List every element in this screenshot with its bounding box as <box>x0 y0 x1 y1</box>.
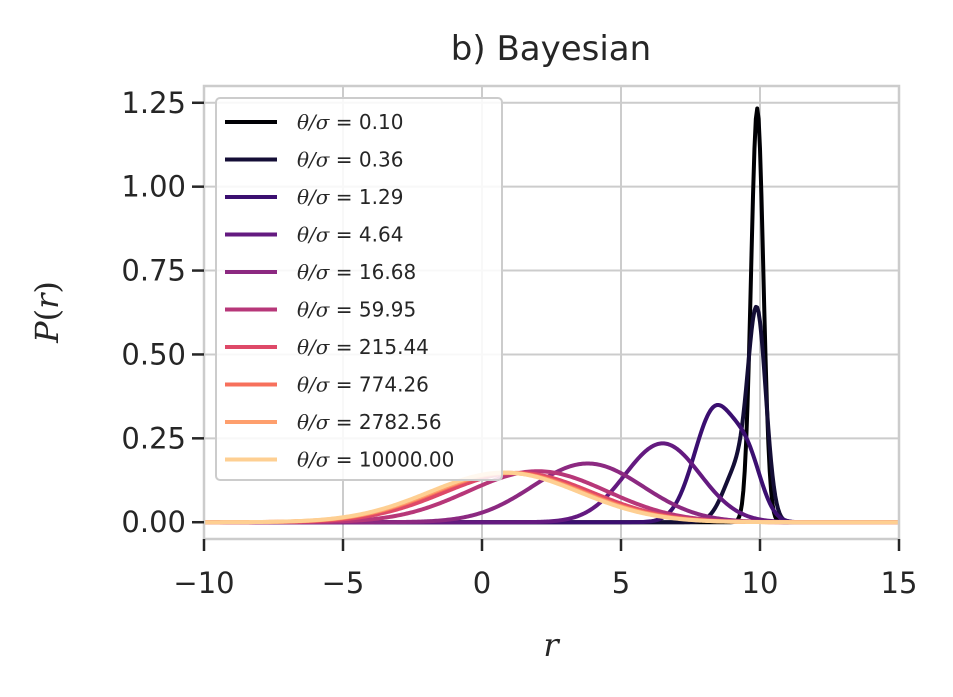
series-line-9 <box>203 470 900 525</box>
y-tick-label: 0.25 <box>121 421 186 455</box>
legend-value: = 2782.56 <box>329 410 441 434</box>
legend-value: = 215.44 <box>329 335 428 359</box>
legend: θ/σ = 0.10θ/σ = 0.36θ/σ = 1.29θ/σ = 4.64… <box>215 97 503 481</box>
legend-symbol: θ/σ <box>297 448 331 472</box>
x-tick-label: 5 <box>612 566 630 600</box>
legend-entry-8: θ/σ = 2782.56 <box>297 410 442 434</box>
legend-frame <box>215 97 503 481</box>
legend-value: = 10000.00 <box>329 448 454 472</box>
legend-symbol: θ/σ <box>297 410 331 434</box>
y-tick-label: 0.75 <box>121 254 186 288</box>
legend-entry-6: θ/σ = 215.44 <box>297 335 429 359</box>
legend-entry-0: θ/σ = 0.10 <box>297 110 403 134</box>
y-tick-label: 0.00 <box>121 505 186 539</box>
legend-symbol: θ/σ <box>297 110 331 134</box>
x-tick-label: −5 <box>322 566 365 600</box>
legend-entry-1: θ/σ = 0.36 <box>297 148 403 172</box>
x-axis-ticks: −10 −5 0 5 10 15 <box>173 539 917 600</box>
y-axis-label: P(r) <box>28 281 66 344</box>
x-tick-label: 10 <box>742 566 779 600</box>
y-tick-label: 0.50 <box>121 337 186 371</box>
chart-title: b) Bayesian <box>451 29 651 69</box>
x-tick-label: 0 <box>473 566 491 600</box>
y-tick-label: 1.25 <box>121 86 186 120</box>
legend-symbol: θ/σ <box>297 148 331 172</box>
legend-value: = 1.29 <box>329 185 403 209</box>
legend-entry-7: θ/σ = 774.26 <box>297 373 429 397</box>
legend-value: = 16.68 <box>329 260 416 284</box>
legend-entry-2: θ/σ = 1.29 <box>297 185 403 209</box>
y-tick-label: 1.00 <box>121 170 186 204</box>
y-axis-ticks: 0.00 0.25 0.50 0.75 1.00 1.25 <box>121 86 204 539</box>
legend-symbol: θ/σ <box>297 298 331 322</box>
legend-value: = 0.36 <box>329 148 403 172</box>
legend-entry-5: θ/σ = 59.95 <box>297 298 416 322</box>
legend-entry-4: θ/σ = 16.68 <box>297 260 416 284</box>
legend-value: = 4.64 <box>329 223 403 247</box>
legend-value: = 59.95 <box>329 298 416 322</box>
x-axis-label: r <box>543 626 560 664</box>
legend-entry-3: θ/σ = 4.64 <box>297 223 403 247</box>
x-tick-label: 15 <box>881 566 918 600</box>
legend-value: = 0.10 <box>329 110 403 134</box>
legend-symbol: θ/σ <box>297 260 331 284</box>
legend-symbol: θ/σ <box>297 223 331 247</box>
series-lines <box>203 106 900 525</box>
plot-frame <box>202 84 901 541</box>
legend-symbol: θ/σ <box>297 185 331 209</box>
x-tick-label: −10 <box>173 566 234 600</box>
legend-value: = 774.26 <box>329 373 428 397</box>
legend-symbol: θ/σ <box>297 335 331 359</box>
legend-entry-9: θ/σ = 10000.00 <box>297 448 454 472</box>
legend-symbol: θ/σ <box>297 373 331 397</box>
